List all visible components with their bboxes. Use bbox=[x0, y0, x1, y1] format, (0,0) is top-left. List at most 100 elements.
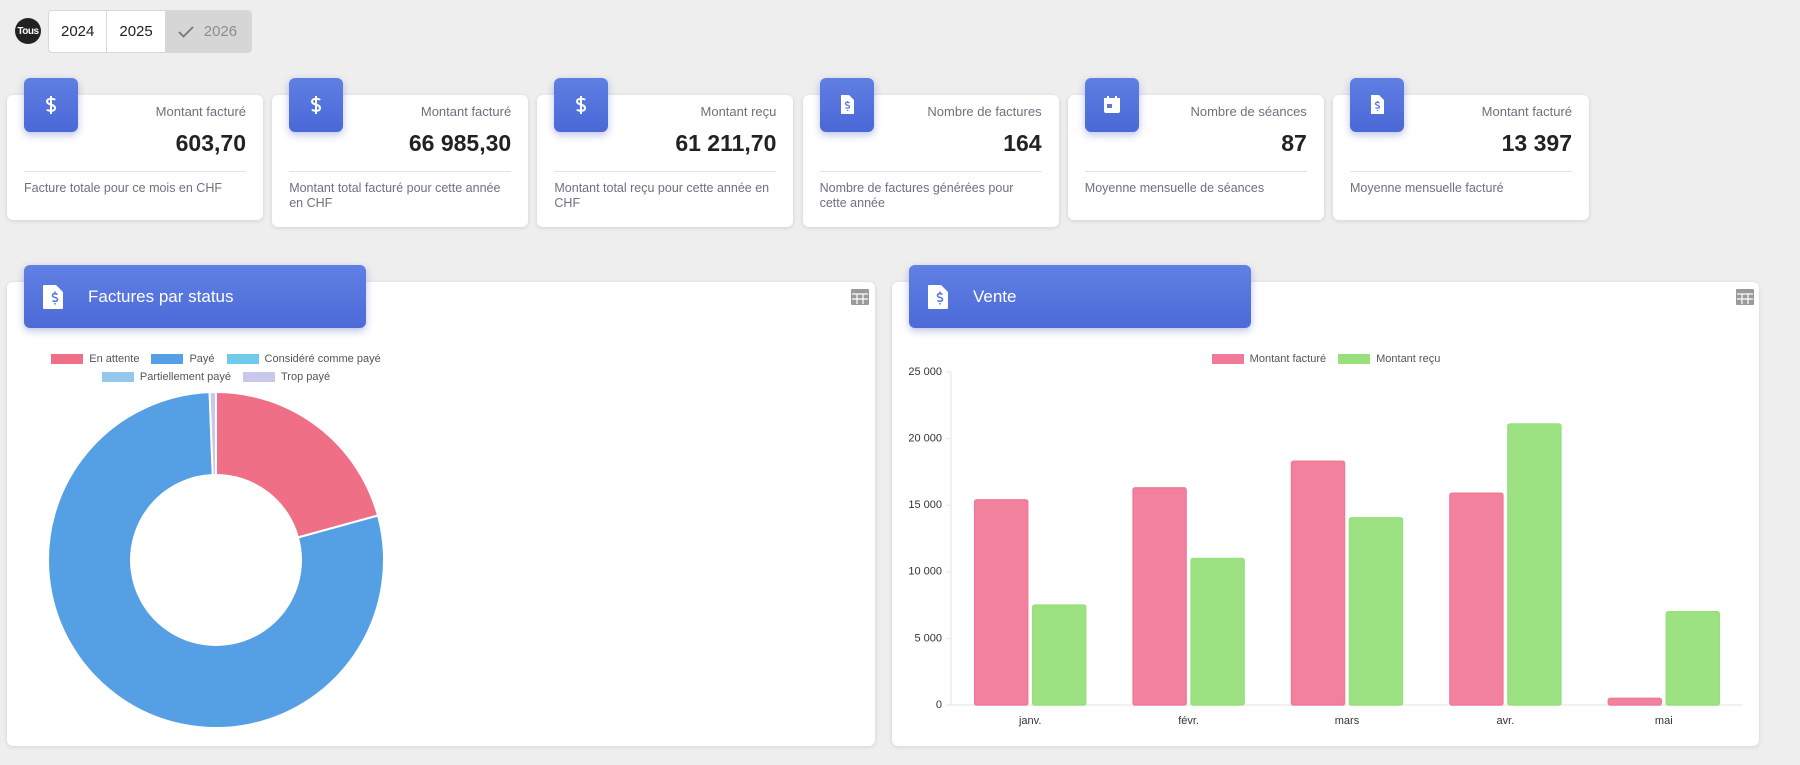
year-filter: 2024 2025 2026 bbox=[48, 10, 253, 53]
y-tick-label: 15 000 bbox=[908, 499, 942, 511]
card-icon bbox=[24, 78, 78, 132]
legend: En attente Payé Considéré comme payé Partie… bbox=[46, 353, 386, 383]
chart-title: Vente bbox=[973, 286, 1017, 306]
icon-glyph bbox=[1103, 96, 1120, 113]
stat-card: Montant facturé 66 985,30 Montant total fa… bbox=[272, 78, 529, 227]
year-button[interactable]: 2026 bbox=[165, 11, 252, 52]
card-icon bbox=[1350, 78, 1404, 132]
year-label: 2026 bbox=[203, 23, 238, 40]
card-icon bbox=[554, 78, 609, 132]
bar bbox=[1031, 604, 1087, 706]
legend-swatch bbox=[51, 354, 84, 364]
card-value: 603,70 bbox=[175, 130, 246, 156]
legend-swatch bbox=[1211, 354, 1244, 364]
chart-header: Factures par status bbox=[24, 265, 366, 328]
stat-card: Montant facturé 13 397 Moyenne mensuelle f… bbox=[1333, 78, 1589, 220]
card-description: Moyenne mensuelle facturé bbox=[1350, 181, 1504, 195]
divider bbox=[819, 171, 1042, 172]
stat-card: Nombre de factures 164 Nombre de factures … bbox=[802, 78, 1059, 227]
document-icon bbox=[928, 284, 948, 309]
legend-label: En attente bbox=[89, 353, 140, 365]
legend: Montant facturé Montant reçu bbox=[1126, 353, 1526, 365]
bar bbox=[1607, 697, 1663, 706]
document-icon bbox=[43, 284, 63, 309]
icon-glyph bbox=[45, 96, 57, 114]
card-icon bbox=[289, 78, 344, 132]
chart-header: Vente bbox=[909, 265, 1251, 328]
x-tick-label: janv. bbox=[1018, 715, 1041, 727]
card-description: Montant total facturé pour cette année e… bbox=[289, 181, 501, 210]
filter-all[interactable]: Tous bbox=[15, 18, 41, 44]
bar bbox=[973, 499, 1029, 706]
icon-glyph bbox=[840, 95, 854, 114]
doughnut-slice bbox=[47, 391, 385, 729]
bar bbox=[1290, 460, 1346, 706]
x-tick-label: avr. bbox=[1497, 715, 1515, 727]
y-tick-label: 5 000 bbox=[914, 632, 942, 644]
legend-item: Payé bbox=[151, 353, 215, 365]
card-description: Montant total reçu pour cette année en C… bbox=[554, 181, 770, 210]
legend-item: Partiellement payé bbox=[101, 371, 231, 383]
divider bbox=[1084, 171, 1307, 172]
y-tick-label: 20 000 bbox=[908, 433, 942, 445]
y-tick-label: 25 000 bbox=[908, 366, 942, 378]
x-tick-label: mars bbox=[1335, 715, 1360, 727]
card-value: 164 bbox=[1003, 130, 1042, 156]
legend-item: Montant facturé bbox=[1211, 353, 1327, 365]
bar bbox=[1190, 557, 1245, 706]
legend-swatch bbox=[226, 354, 259, 364]
card-value: 13 397 bbox=[1501, 130, 1572, 156]
year-button[interactable]: 2025 bbox=[107, 11, 166, 52]
icon-glyph bbox=[576, 96, 587, 114]
legend-item: Considéré comme payé bbox=[226, 353, 381, 365]
card-value: 87 bbox=[1281, 130, 1307, 156]
icon-glyph bbox=[1371, 95, 1384, 114]
stat-card: Montant reçu 61 211,70 Montant total reçu … bbox=[537, 78, 794, 227]
divider bbox=[554, 171, 777, 172]
legend-swatch bbox=[101, 372, 134, 382]
card-icon bbox=[819, 78, 874, 132]
card-title: Montant facturé bbox=[420, 104, 512, 119]
legend-swatch bbox=[151, 354, 184, 364]
bar bbox=[1449, 492, 1504, 706]
stat-card: Montant facturé 603,70 Facture totale pour… bbox=[7, 78, 263, 220]
card-title: Montant reçu bbox=[700, 104, 777, 119]
table-toggle[interactable] bbox=[851, 289, 869, 305]
y-tick-label: 10 000 bbox=[908, 566, 942, 578]
legend-label: Montant facturé bbox=[1249, 353, 1327, 365]
x-tick-label: févr. bbox=[1178, 715, 1199, 727]
legend-label: Payé bbox=[189, 353, 215, 365]
card-icon bbox=[1084, 78, 1139, 132]
card-description: Nombre de factures générées pour cette a… bbox=[819, 181, 1014, 210]
legend-item: En attente bbox=[51, 353, 139, 365]
legend-swatch bbox=[1338, 354, 1371, 364]
legend-label: Trop payé bbox=[280, 371, 331, 383]
bar bbox=[1507, 423, 1562, 706]
bar bbox=[1348, 517, 1404, 706]
card-title: Montant facturé bbox=[1481, 104, 1572, 119]
year-button[interactable]: 2024 bbox=[49, 11, 108, 52]
y-tick-label: 0 bbox=[936, 699, 942, 711]
card-title: Nombre de factures bbox=[927, 104, 1042, 119]
divider bbox=[24, 171, 246, 172]
x-tick-label: mai bbox=[1655, 715, 1673, 727]
icon-glyph bbox=[311, 96, 322, 114]
card-description: Moyenne mensuelle de séances bbox=[1084, 181, 1265, 195]
bar bbox=[1132, 487, 1187, 706]
legend-label: Montant reçu bbox=[1376, 353, 1441, 365]
legend-label: Considéré comme payé bbox=[264, 353, 381, 365]
chart-title: Factures par status bbox=[88, 286, 234, 306]
doughnut-slice bbox=[208, 390, 217, 477]
card-description: Facture totale pour ce mois en CHF bbox=[24, 181, 222, 195]
divider bbox=[1350, 171, 1572, 172]
check-icon bbox=[178, 25, 194, 38]
divider bbox=[289, 171, 512, 172]
card-value: 66 985,30 bbox=[408, 130, 512, 156]
table-toggle[interactable] bbox=[1736, 289, 1754, 305]
legend-item: Trop payé bbox=[242, 371, 331, 383]
legend-item: Montant reçu bbox=[1338, 353, 1440, 365]
stat-card: Nombre de séances 87 Moyenne mensuelle de … bbox=[1067, 78, 1324, 220]
card-title: Nombre de séances bbox=[1190, 104, 1307, 119]
